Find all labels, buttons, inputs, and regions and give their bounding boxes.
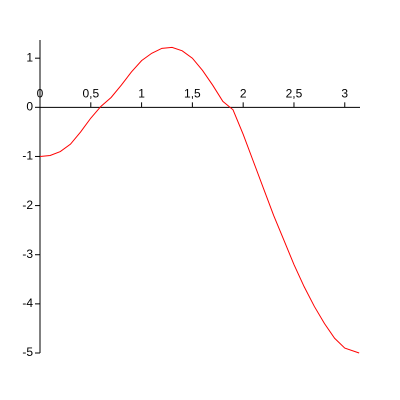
x-tick-label: 0: [37, 86, 44, 100]
y-tick-label: -2: [22, 198, 33, 212]
x-tick-label: 1: [138, 86, 145, 100]
y-tick-label: 1: [26, 50, 33, 64]
x-tick-label: 2,5: [286, 86, 303, 100]
curve: [39, 46, 360, 354]
y-tick-label: 0: [26, 99, 33, 113]
x-tick-label: 1,5: [184, 86, 201, 100]
y-tick-label: -4: [22, 296, 33, 310]
y-tick-label: -5: [22, 345, 33, 359]
y-tick-label: -3: [22, 247, 33, 261]
x-tick-label: 0,5: [82, 86, 99, 100]
x-tick-label: 2: [240, 86, 247, 100]
y-tick-label: -1: [22, 149, 33, 163]
x-tick-label: 3: [341, 86, 348, 100]
